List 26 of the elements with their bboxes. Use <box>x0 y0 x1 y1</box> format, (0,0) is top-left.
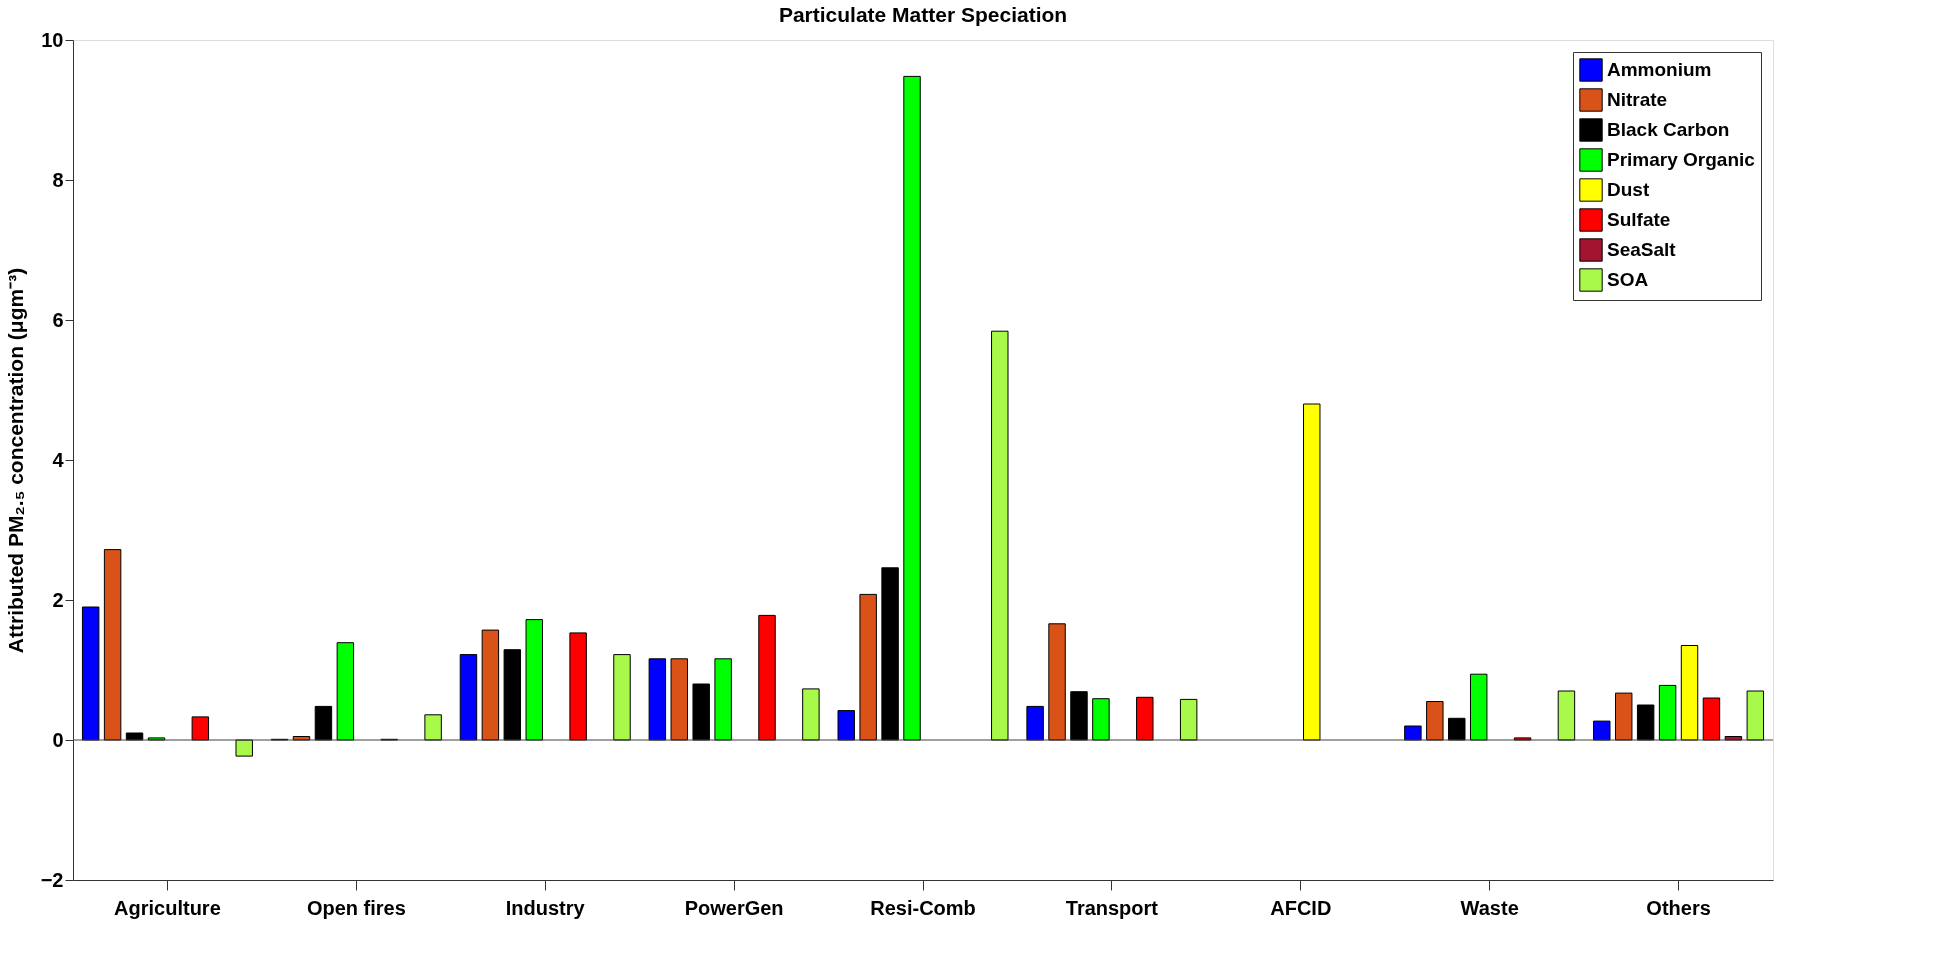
y-axis-title: Attributed PM₂.₅ concentration (μgm⁻³) <box>3 267 27 654</box>
y-tick-label: 4 <box>52 448 65 471</box>
x-tick-label: Others <box>1646 896 1711 919</box>
y-tick-label: −2 <box>40 868 64 891</box>
legend-label: Primary Organic <box>1607 149 1756 170</box>
x-tick-label: Open fires <box>306 896 406 919</box>
chart-title: Particulate Matter Speciation <box>778 3 1068 26</box>
legend-label: Black Carbon <box>1607 119 1730 140</box>
legend-label: SOA <box>1607 269 1649 290</box>
x-tick-label: Industry <box>505 896 586 919</box>
x-tick-label: Resi-Comb <box>870 896 976 919</box>
x-tick-label: Agriculture <box>114 896 221 919</box>
x-tick-label: Transport <box>1065 896 1159 919</box>
legend-label: Ammonium <box>1607 59 1712 80</box>
y-tick-label: 0 <box>52 728 64 751</box>
legend-label: Sulfate <box>1607 209 1671 230</box>
y-tick-label: 6 <box>52 308 64 331</box>
legend-label: Nitrate <box>1607 89 1668 110</box>
x-tick-label: PowerGen <box>684 896 784 919</box>
x-tick-label: AFCID <box>1270 896 1332 919</box>
legend-label: Dust <box>1607 179 1650 200</box>
y-tick-label: 8 <box>52 168 64 191</box>
y-tick-label: 2 <box>52 588 64 611</box>
y-tick-label: 10 <box>41 28 64 51</box>
x-tick-label: Waste <box>1460 896 1519 919</box>
legend-label: SeaSalt <box>1607 239 1677 260</box>
